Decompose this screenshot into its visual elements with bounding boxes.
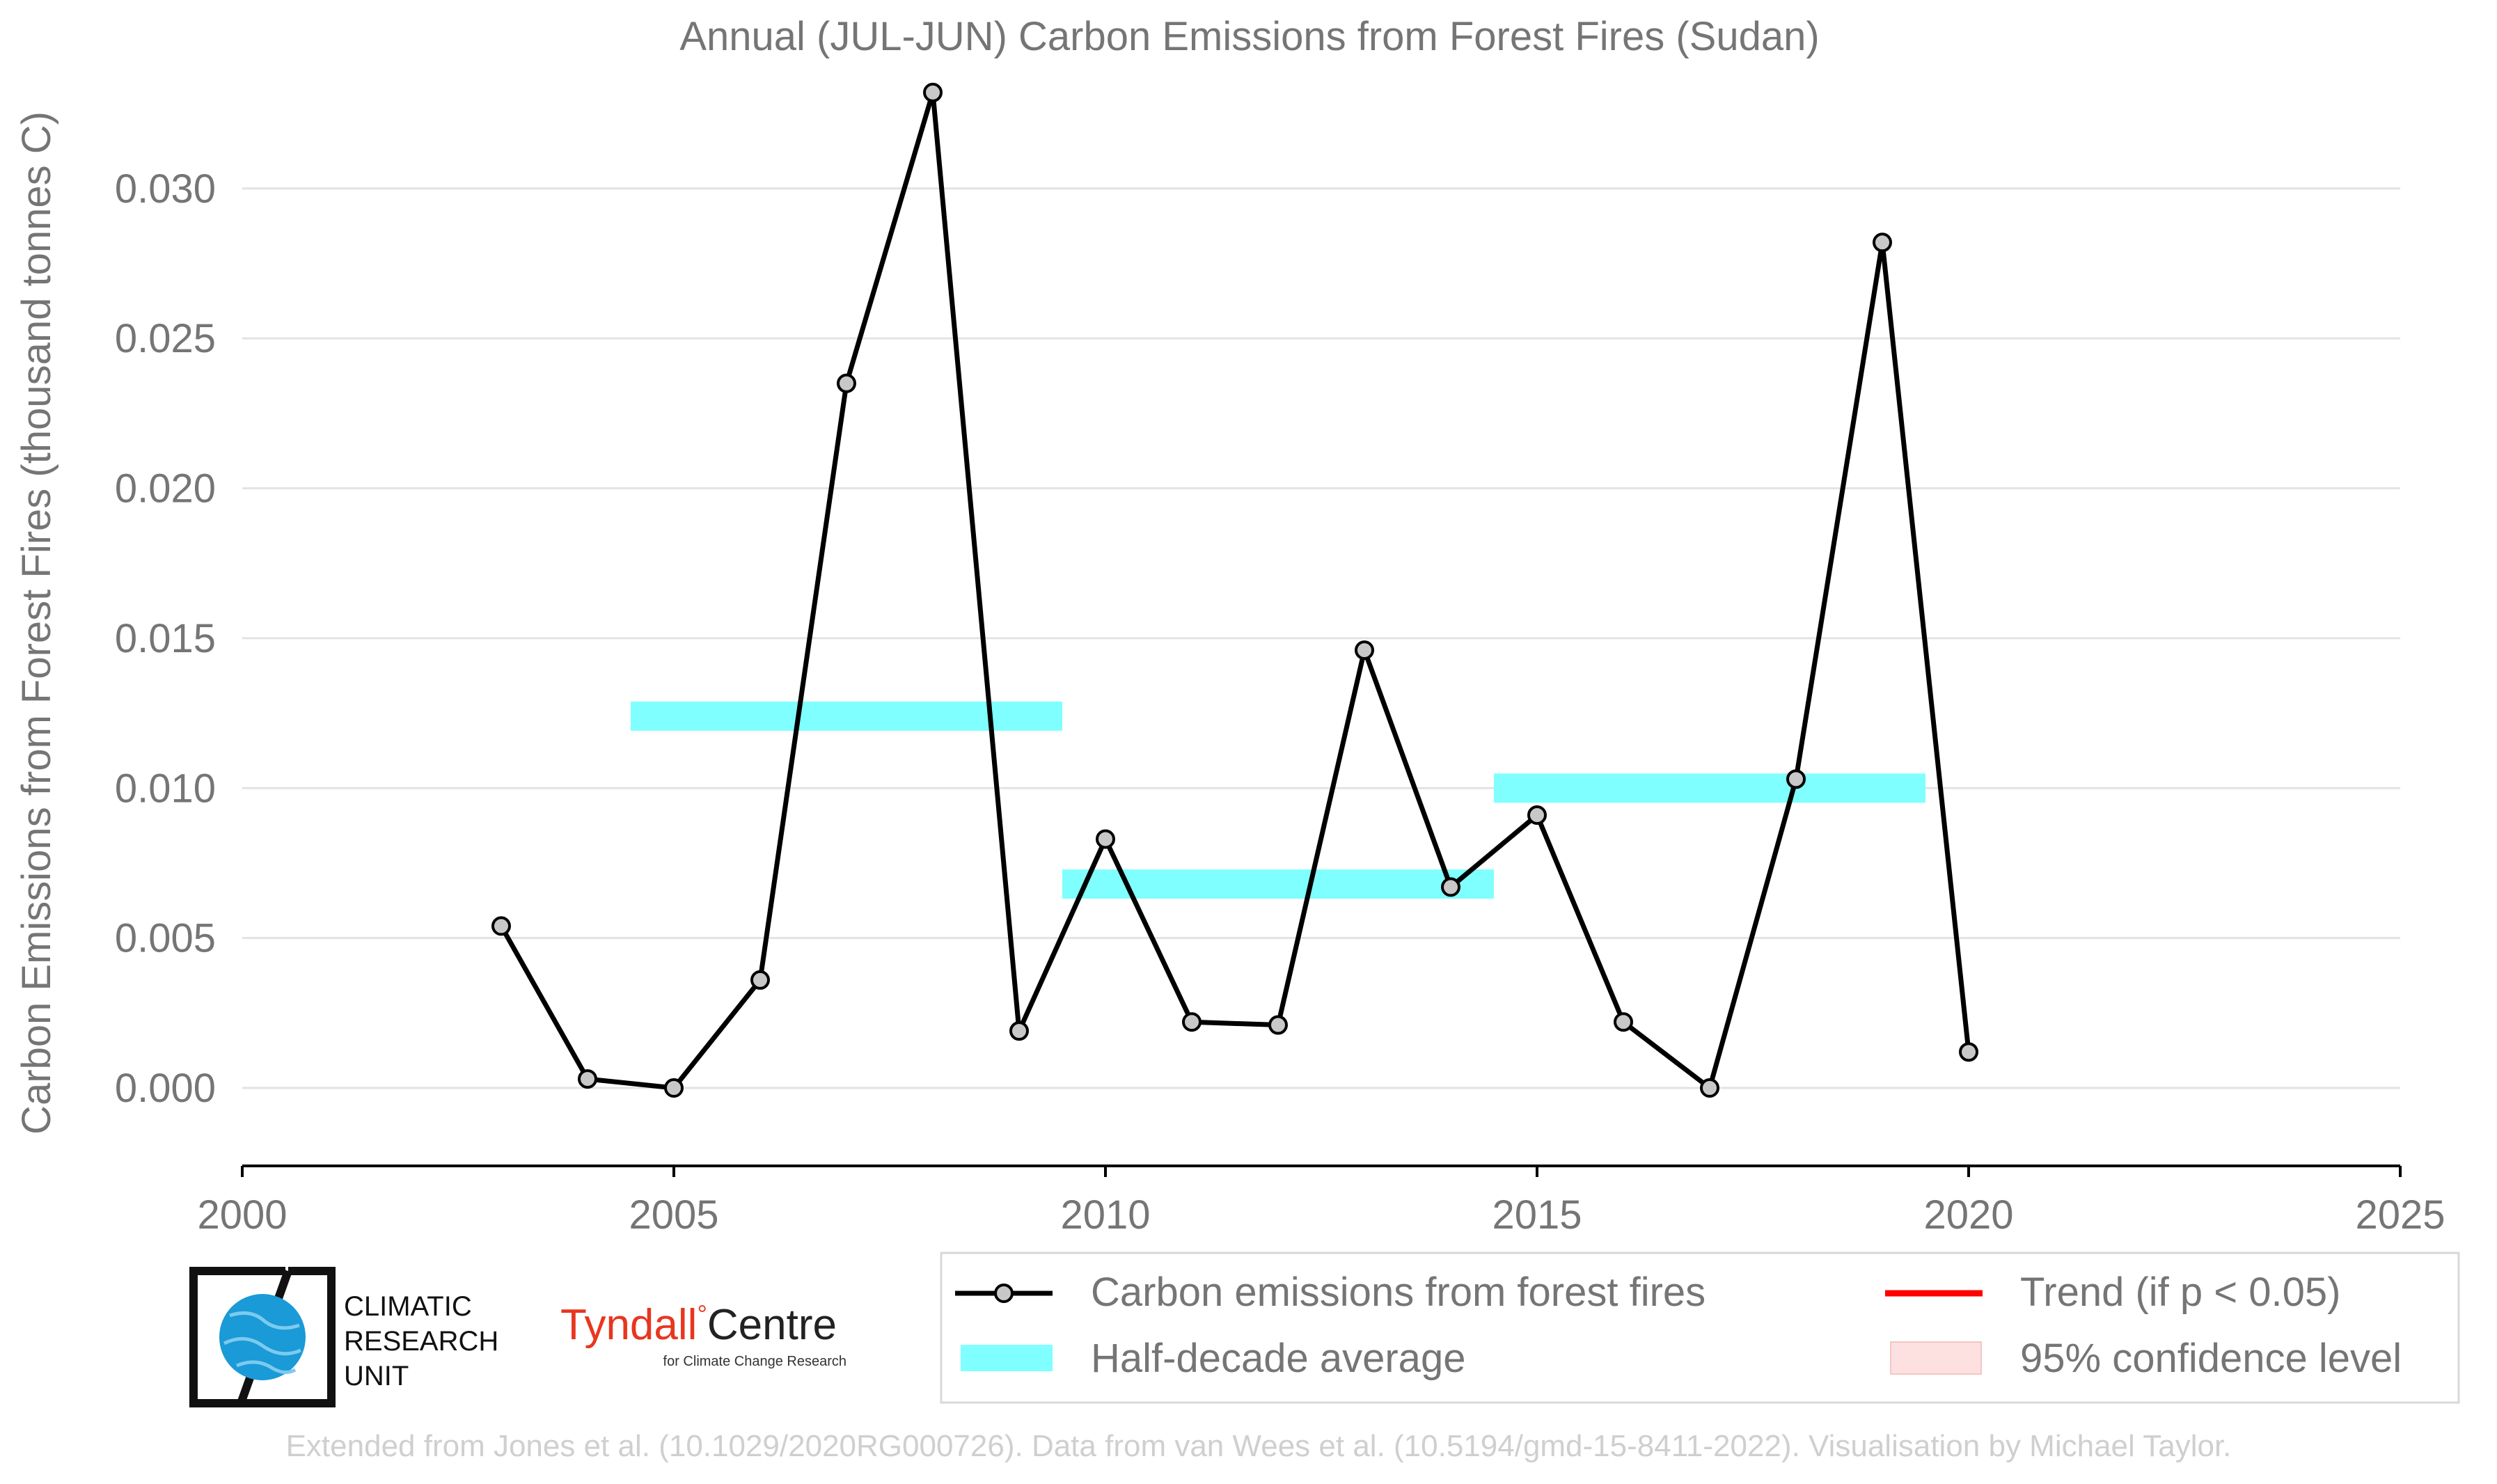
- chart-title: Annual (JUL-JUN) Carbon Emissions from F…: [679, 14, 1819, 59]
- data-point: [1096, 829, 1115, 849]
- legend-frame: [940, 1252, 2460, 1404]
- data-point: [837, 373, 856, 393]
- grid-lines: [242, 187, 2400, 1089]
- y-axis: 0.000 0.005 0.010 0.015 0.020 0.025 0.030: [115, 166, 216, 1111]
- x-tick-label: 2010: [1060, 1192, 1150, 1238]
- legend-label-trend: Trend (if p < 0.05): [2020, 1270, 2340, 1315]
- half-decade-average-bar: [631, 701, 1062, 731]
- legend-confidence-symbol: [1890, 1341, 1982, 1375]
- y-tick-label: 0.015: [115, 616, 216, 661]
- data-point: [1355, 640, 1374, 661]
- centre-word: Centre: [707, 1301, 837, 1349]
- x-tick-label: 2025: [2355, 1192, 2445, 1238]
- legend-label-emissions: Carbon emissions from forest fires: [1091, 1270, 1706, 1315]
- tyndall-degree: °: [697, 1300, 707, 1328]
- data-point: [1700, 1078, 1719, 1098]
- x-axis: 2000 2005 2010 2015 2020 2025: [197, 1165, 2445, 1238]
- series-line: [498, 90, 1971, 1091]
- legend-label-average: Half-decade average: [1091, 1336, 1465, 1381]
- tyndall-logo: Tyndall°Centre for Climate Change Resear…: [560, 1300, 846, 1369]
- x-tick-label: 2005: [629, 1192, 718, 1238]
- y-tick-label: 0.025: [115, 316, 216, 361]
- x-tick-label: 2000: [197, 1192, 287, 1238]
- y-tick-label: 0.005: [115, 916, 216, 961]
- data-point: [491, 916, 511, 936]
- x-tick-label: 2020: [1923, 1192, 2013, 1238]
- data-point: [578, 1069, 597, 1089]
- legend-label-confidence: 95% confidence level: [2020, 1336, 2402, 1381]
- data-point: [1873, 232, 1892, 253]
- y-tick-label: 0.000: [115, 1066, 216, 1111]
- half-decade-average-bars: [631, 701, 1925, 899]
- data-point: [1959, 1042, 1978, 1062]
- data-point: [1527, 805, 1547, 826]
- half-decade-average-bar: [1494, 773, 1925, 803]
- data-point: [923, 82, 943, 102]
- data-point: [1268, 1015, 1288, 1035]
- x-tick-label: 2015: [1492, 1192, 1582, 1238]
- data-point: [1441, 877, 1460, 897]
- half-decade-average-bar: [1062, 869, 1494, 899]
- cru-logo: [189, 1267, 336, 1407]
- legend-marker-symbol: [994, 1284, 1014, 1303]
- footer-credit: Extended from Jones et al. (10.1029/2020…: [286, 1429, 2232, 1463]
- data-point: [1786, 769, 1806, 789]
- data-point: [1614, 1012, 1633, 1032]
- data-point: [664, 1078, 684, 1098]
- cru-line-2: RESEARCH: [344, 1326, 498, 1357]
- cru-line-1: CLIMATIC: [344, 1291, 472, 1322]
- cru-line-3: UNIT: [344, 1361, 409, 1391]
- data-point: [750, 970, 770, 990]
- tyndall-word: Tyndall: [560, 1301, 697, 1349]
- data-point: [1182, 1012, 1202, 1032]
- y-tick-label: 0.030: [115, 166, 216, 212]
- data-point: [1009, 1021, 1029, 1041]
- tyndall-subtitle: for Climate Change Research: [663, 1354, 846, 1369]
- emissions-series: [491, 82, 1978, 1098]
- legend-average-symbol: [961, 1345, 1053, 1371]
- svg-text:Tyndall°Centre: Tyndall°Centre: [560, 1300, 837, 1349]
- y-tick-label: 0.020: [115, 466, 216, 512]
- legend: Carbon emissions from forest fires Trend…: [940, 1252, 2460, 1404]
- globe-icon: [219, 1294, 306, 1380]
- y-tick-label: 0.010: [115, 766, 216, 811]
- y-axis-label: Carbon Emissions from Forest Fires (thou…: [14, 111, 59, 1135]
